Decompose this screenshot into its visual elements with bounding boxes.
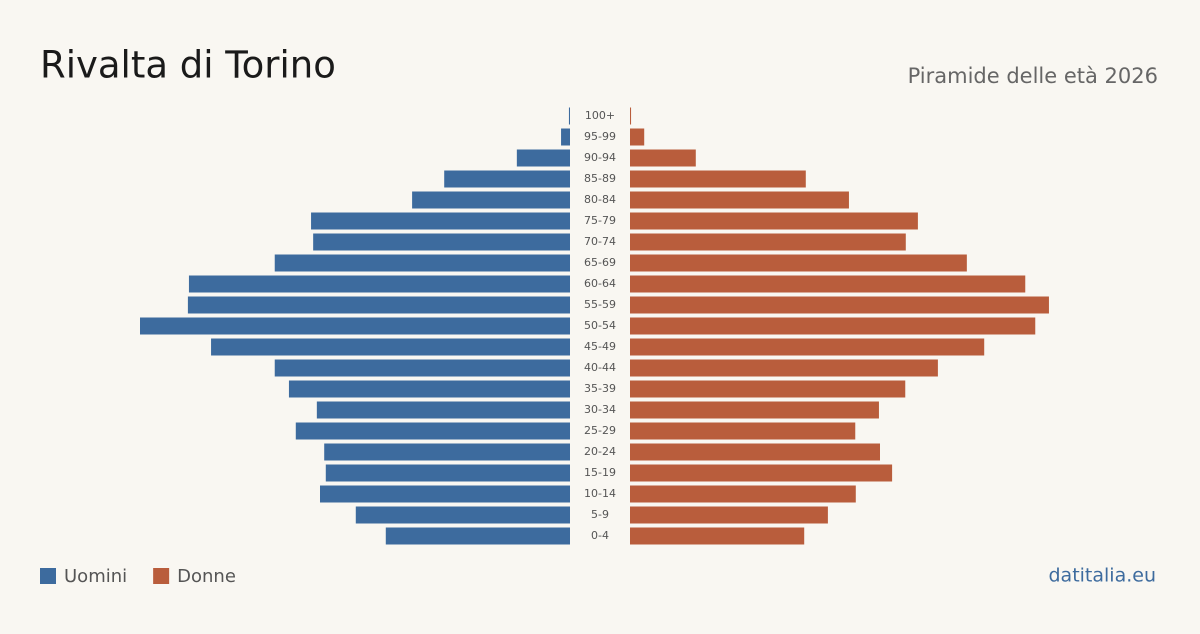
bar <box>630 275 1026 293</box>
age-label: 100+ <box>585 109 615 122</box>
legend-swatch <box>153 568 170 584</box>
age-label: 35-39 <box>584 382 616 395</box>
bar <box>630 317 1036 335</box>
bar <box>211 338 571 356</box>
bar <box>516 149 570 167</box>
bar <box>630 254 967 272</box>
age-label: 60-64 <box>584 277 616 290</box>
legend-swatch <box>40 568 56 584</box>
age-label: 85-89 <box>584 172 616 185</box>
bar <box>444 170 570 188</box>
bar <box>630 506 828 524</box>
bar <box>313 233 570 251</box>
bar <box>630 359 938 377</box>
bar <box>630 464 893 482</box>
bar <box>320 485 570 503</box>
bar <box>630 296 1049 314</box>
bar <box>630 128 645 146</box>
bar <box>355 506 570 524</box>
bar <box>324 443 570 461</box>
age-label: 80-84 <box>584 193 616 206</box>
age-label: 45-49 <box>584 340 616 353</box>
bar <box>630 401 879 419</box>
bar <box>325 464 570 482</box>
bar <box>630 233 906 251</box>
bar <box>316 401 570 419</box>
bar <box>295 422 570 440</box>
bar <box>630 443 880 461</box>
chart-subtitle: Piramide delle età 2026 <box>908 64 1158 88</box>
bar <box>630 170 806 188</box>
bar <box>140 317 570 335</box>
age-label: 55-59 <box>584 298 616 311</box>
bar <box>412 191 570 209</box>
age-label: 95-99 <box>584 130 616 143</box>
bar <box>630 149 696 167</box>
age-label: 50-54 <box>584 319 616 332</box>
age-label: 20-24 <box>584 445 616 458</box>
bar <box>630 212 918 230</box>
bar <box>630 191 849 209</box>
legend-label: Uomini <box>64 566 127 587</box>
age-label: 10-14 <box>584 487 616 500</box>
bar <box>311 212 570 230</box>
source: datitalia.eu <box>1049 565 1157 587</box>
bar <box>630 380 906 398</box>
age-label: 25-29 <box>584 424 616 437</box>
bar <box>188 275 570 293</box>
age-label: 5-9 <box>591 508 609 521</box>
chart-title: Rivalta di Torino <box>40 44 336 87</box>
age-label: 70-74 <box>584 235 616 248</box>
bar <box>630 338 985 356</box>
age-label: 30-34 <box>584 403 616 416</box>
age-label: 75-79 <box>584 214 616 227</box>
bar <box>630 107 632 125</box>
bar <box>561 128 570 146</box>
bar <box>568 107 570 125</box>
age-label: 40-44 <box>584 361 616 374</box>
bar <box>630 527 805 545</box>
age-label: 0-4 <box>591 529 609 542</box>
age-label: 90-94 <box>584 151 616 164</box>
bar <box>187 296 571 314</box>
bar <box>385 527 570 545</box>
legend-label: Donne <box>177 566 236 587</box>
bar <box>630 422 856 440</box>
age-label: 15-19 <box>584 466 616 479</box>
bar <box>288 380 570 398</box>
bar <box>630 485 856 503</box>
bar <box>274 359 570 377</box>
age-label: 65-69 <box>584 256 616 269</box>
bar <box>274 254 570 272</box>
